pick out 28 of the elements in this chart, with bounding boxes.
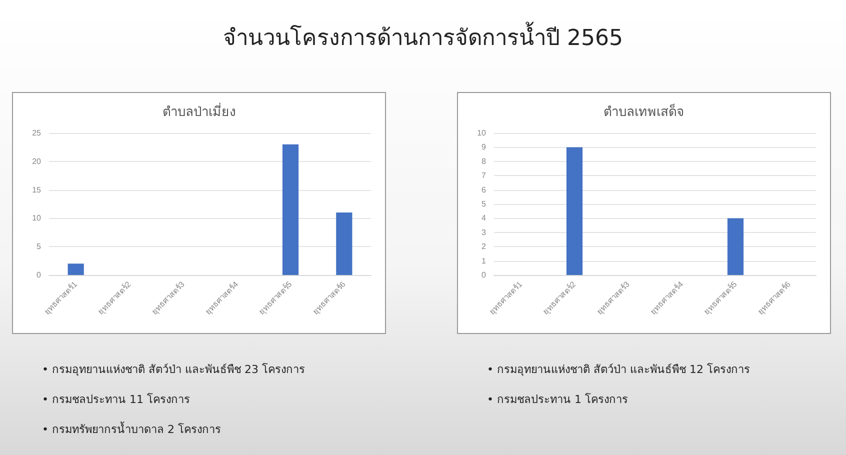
text: • กรมชลประทาน 11 โครงการ <box>42 392 191 408</box>
chart-title: ตำบลเทพเสด็จ <box>604 102 684 120</box>
text: • กรมอุทยานแห่งชาติ สัตว์ป่า และพันธ์พืช 23 โครงการ <box>42 362 306 378</box>
y-tick-label: 25 <box>32 128 42 138</box>
y-tick-label: 8 <box>482 156 487 166</box>
text: • กรมชลประทาน 1 โครงการ <box>487 392 629 408</box>
text: • กรมอุทยานแห่งชาติ สัตว์ป่า และพันธ์พืช 12 โครงการ <box>487 362 751 378</box>
bar <box>336 212 352 275</box>
y-tick-label: 6 <box>482 185 487 194</box>
y-tick-label: 5 <box>482 200 487 208</box>
y-tick-label: 2 <box>482 242 487 252</box>
y-tick-label: 7 <box>482 171 487 180</box>
y-tick-label: 20 <box>32 156 42 166</box>
y-tick-label: 10 <box>32 214 42 223</box>
y-tick-label: 1 <box>482 256 487 266</box>
y-tick-label: 9 <box>482 142 487 152</box>
text: • กรมทรัพยากรน้ำบาดาล 2 โครงการ <box>42 420 222 438</box>
chart-title: ตำบลป่าเมี่ยง <box>162 103 236 120</box>
y-tick-label: 10 <box>477 128 487 138</box>
y-tick-label: 4 <box>482 214 487 223</box>
bar <box>68 264 84 275</box>
y-tick-label: 3 <box>482 228 487 237</box>
bar <box>282 144 299 275</box>
text: จำนวนโครงการด้านการจัดการน้ำปี 2565 <box>222 20 624 53</box>
y-tick-label: 15 <box>32 185 42 194</box>
y-tick-label: 0 <box>482 270 487 280</box>
y-tick-label: 5 <box>36 242 42 252</box>
y-tick-label: 0 <box>36 270 42 280</box>
